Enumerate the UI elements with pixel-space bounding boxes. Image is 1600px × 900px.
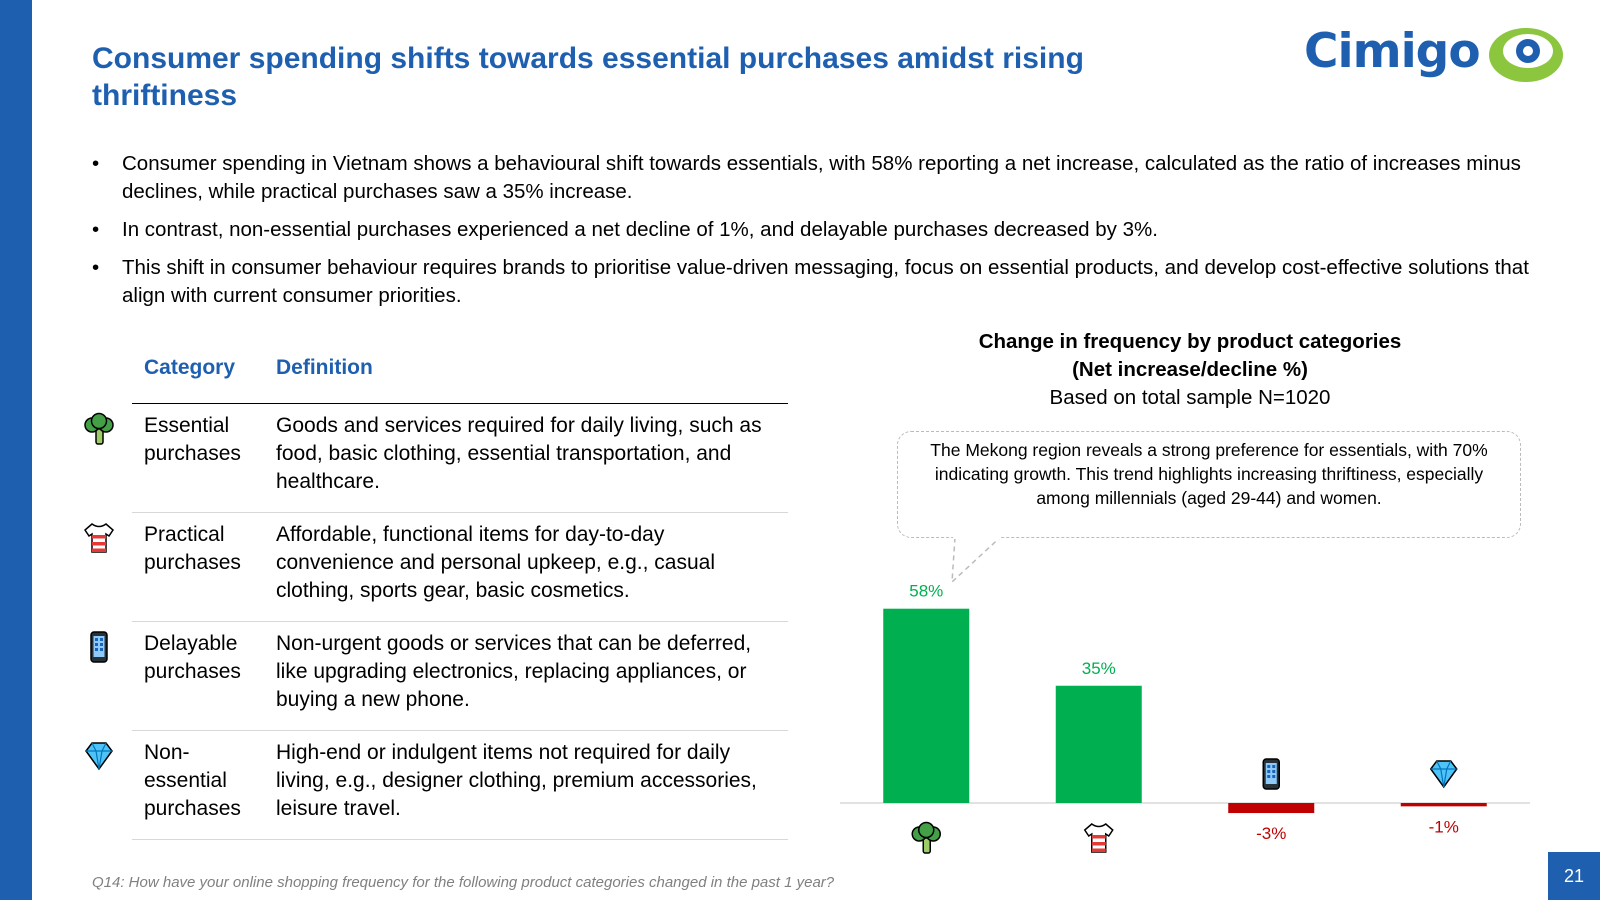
category-definition: Goods and services required for daily li… xyxy=(276,414,762,493)
left-accent-bar xyxy=(0,0,32,900)
data-label: 58% xyxy=(909,582,943,601)
table-header: Category Definition xyxy=(132,352,788,404)
callout-tail xyxy=(951,536,1001,584)
category-definition: Affordable, functional items for day-to-… xyxy=(276,523,715,602)
category-definition-table: Category Definition Essential purchases … xyxy=(78,352,788,840)
page-number: 21 xyxy=(1548,852,1600,900)
row-divider xyxy=(132,730,788,731)
bullet-item: This shift in consumer behaviour require… xyxy=(92,254,1552,310)
category-label: Essential purchases xyxy=(144,414,241,465)
chart-title: Change in frequency by product categorie… xyxy=(978,330,1402,353)
eye-logo-icon xyxy=(1489,28,1563,82)
category-definition: Non-urgent goods or services that can be… xyxy=(276,632,752,711)
broccoli-icon xyxy=(911,821,941,854)
callout-text: The Mekong region reveals a strong prefe… xyxy=(930,440,1488,508)
callout-box xyxy=(897,431,1521,538)
category-label: Non-essential purchases xyxy=(144,741,241,820)
table-row: Essential purchases Goods and services r… xyxy=(78,404,788,513)
bar-1 xyxy=(883,608,970,803)
phone-icon xyxy=(82,630,116,664)
table-row: Delayable purchases Non-urgent goods or … xyxy=(78,622,788,731)
category-definition: High-end or indulgent items not required… xyxy=(276,741,757,820)
table-row: Practical purchases Affordable, function… xyxy=(78,513,788,622)
bullet-item: Consumer spending in Vietnam shows a beh… xyxy=(92,150,1552,206)
tshirt-icon xyxy=(1084,823,1114,853)
chart-subtitle: (Net increase/decline %) xyxy=(1072,358,1308,381)
footnote: Q14: How have your online shopping frequ… xyxy=(92,874,835,891)
bar-2 xyxy=(1055,685,1142,803)
bar-3 xyxy=(1228,803,1315,814)
bullet-item: In contrast, non-essential purchases exp… xyxy=(92,216,1552,244)
page-title: Consumer spending shifts towards essenti… xyxy=(92,42,1084,112)
header-definition: Definition xyxy=(276,356,373,379)
chart-title-block: Change in frequency by product categorie… xyxy=(880,328,1500,412)
bar-4 xyxy=(1400,803,1487,807)
category-label: Practical purchases xyxy=(144,523,241,574)
diamond-icon xyxy=(82,739,116,773)
row-divider xyxy=(132,839,788,840)
tshirt-icon xyxy=(82,521,116,555)
header-category: Category xyxy=(144,356,236,379)
bar-chart: 58% 35% -3% -1% xyxy=(840,582,1530,854)
data-label: 35% xyxy=(1082,659,1116,678)
data-label: -1% xyxy=(1429,817,1459,836)
table-row: Non-essential purchases High-end or indu… xyxy=(78,731,788,840)
category-label: Delayable purchases xyxy=(144,632,241,683)
key-findings-list: Consumer spending in Vietnam shows a beh… xyxy=(92,150,1552,320)
row-divider xyxy=(132,512,788,513)
phone-icon xyxy=(1262,758,1280,790)
logo-text: Cimigo xyxy=(1304,24,1481,79)
diamond-icon xyxy=(1430,760,1458,788)
cimigo-logo: Cimigo xyxy=(1304,24,1564,86)
row-divider xyxy=(132,621,788,622)
chart-sample-note: Based on total sample N=1020 xyxy=(1049,386,1331,409)
broccoli-icon xyxy=(82,412,116,446)
data-label: -3% xyxy=(1256,824,1286,843)
